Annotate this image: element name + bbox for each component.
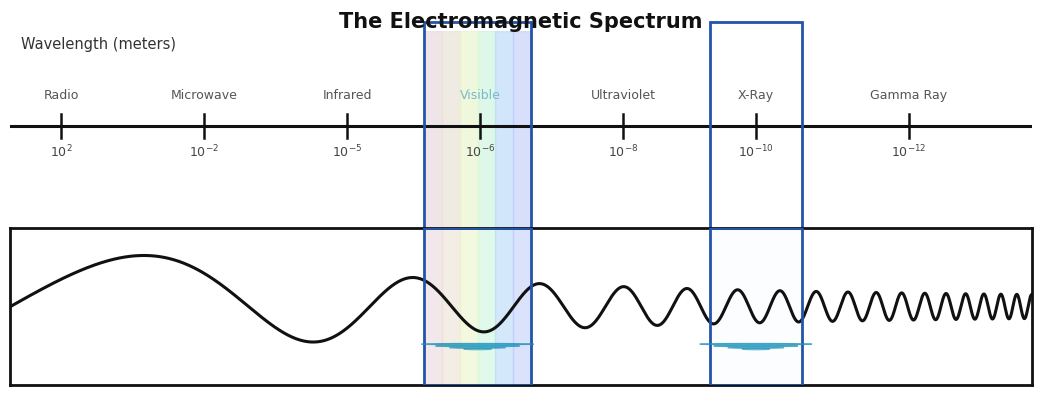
Bar [442, 228, 460, 385]
Ellipse shape [421, 343, 534, 345]
Bar [460, 228, 477, 385]
Bar [442, 31, 460, 228]
Bar [424, 228, 531, 385]
Bar [496, 228, 514, 385]
Ellipse shape [464, 348, 492, 350]
Bar [514, 228, 531, 385]
Text: X-Ray: X-Ray [738, 89, 774, 102]
Text: $10^{2}$: $10^{2}$ [50, 143, 73, 160]
Bar [710, 228, 802, 385]
Bar [514, 31, 531, 228]
Ellipse shape [727, 347, 784, 349]
Text: $10^{-2}$: $10^{-2}$ [190, 143, 220, 160]
Bar [460, 31, 477, 228]
Text: Wavelength (meters): Wavelength (meters) [21, 37, 176, 52]
Text: Visible: Visible [460, 89, 500, 102]
Bar [424, 31, 531, 228]
Bar [710, 22, 802, 238]
Ellipse shape [714, 345, 798, 347]
Text: Gamma Ray: Gamma Ray [870, 89, 947, 102]
Ellipse shape [436, 345, 520, 347]
Bar [424, 22, 531, 238]
Text: Infrared: Infrared [323, 89, 372, 102]
Text: Ultraviolet: Ultraviolet [591, 89, 655, 102]
Text: $10^{-8}$: $10^{-8}$ [607, 143, 639, 160]
Text: $10^{-6}$: $10^{-6}$ [465, 143, 495, 160]
Bar [424, 228, 442, 385]
Ellipse shape [449, 347, 505, 349]
Bar [710, 228, 802, 385]
Text: $10^{-5}$: $10^{-5}$ [332, 143, 363, 160]
Bar [424, 31, 442, 228]
Bar [477, 228, 496, 385]
Bar [496, 31, 514, 228]
Text: $10^{-10}$: $10^{-10}$ [738, 143, 774, 160]
Text: Microwave: Microwave [171, 89, 238, 102]
Ellipse shape [699, 343, 812, 345]
Ellipse shape [742, 348, 770, 350]
Bar [424, 228, 531, 385]
Text: The Electromagnetic Spectrum: The Electromagnetic Spectrum [340, 12, 702, 32]
Bar [477, 31, 496, 228]
Text: $10^{-12}$: $10^{-12}$ [891, 143, 926, 160]
Text: Radio: Radio [44, 89, 79, 102]
